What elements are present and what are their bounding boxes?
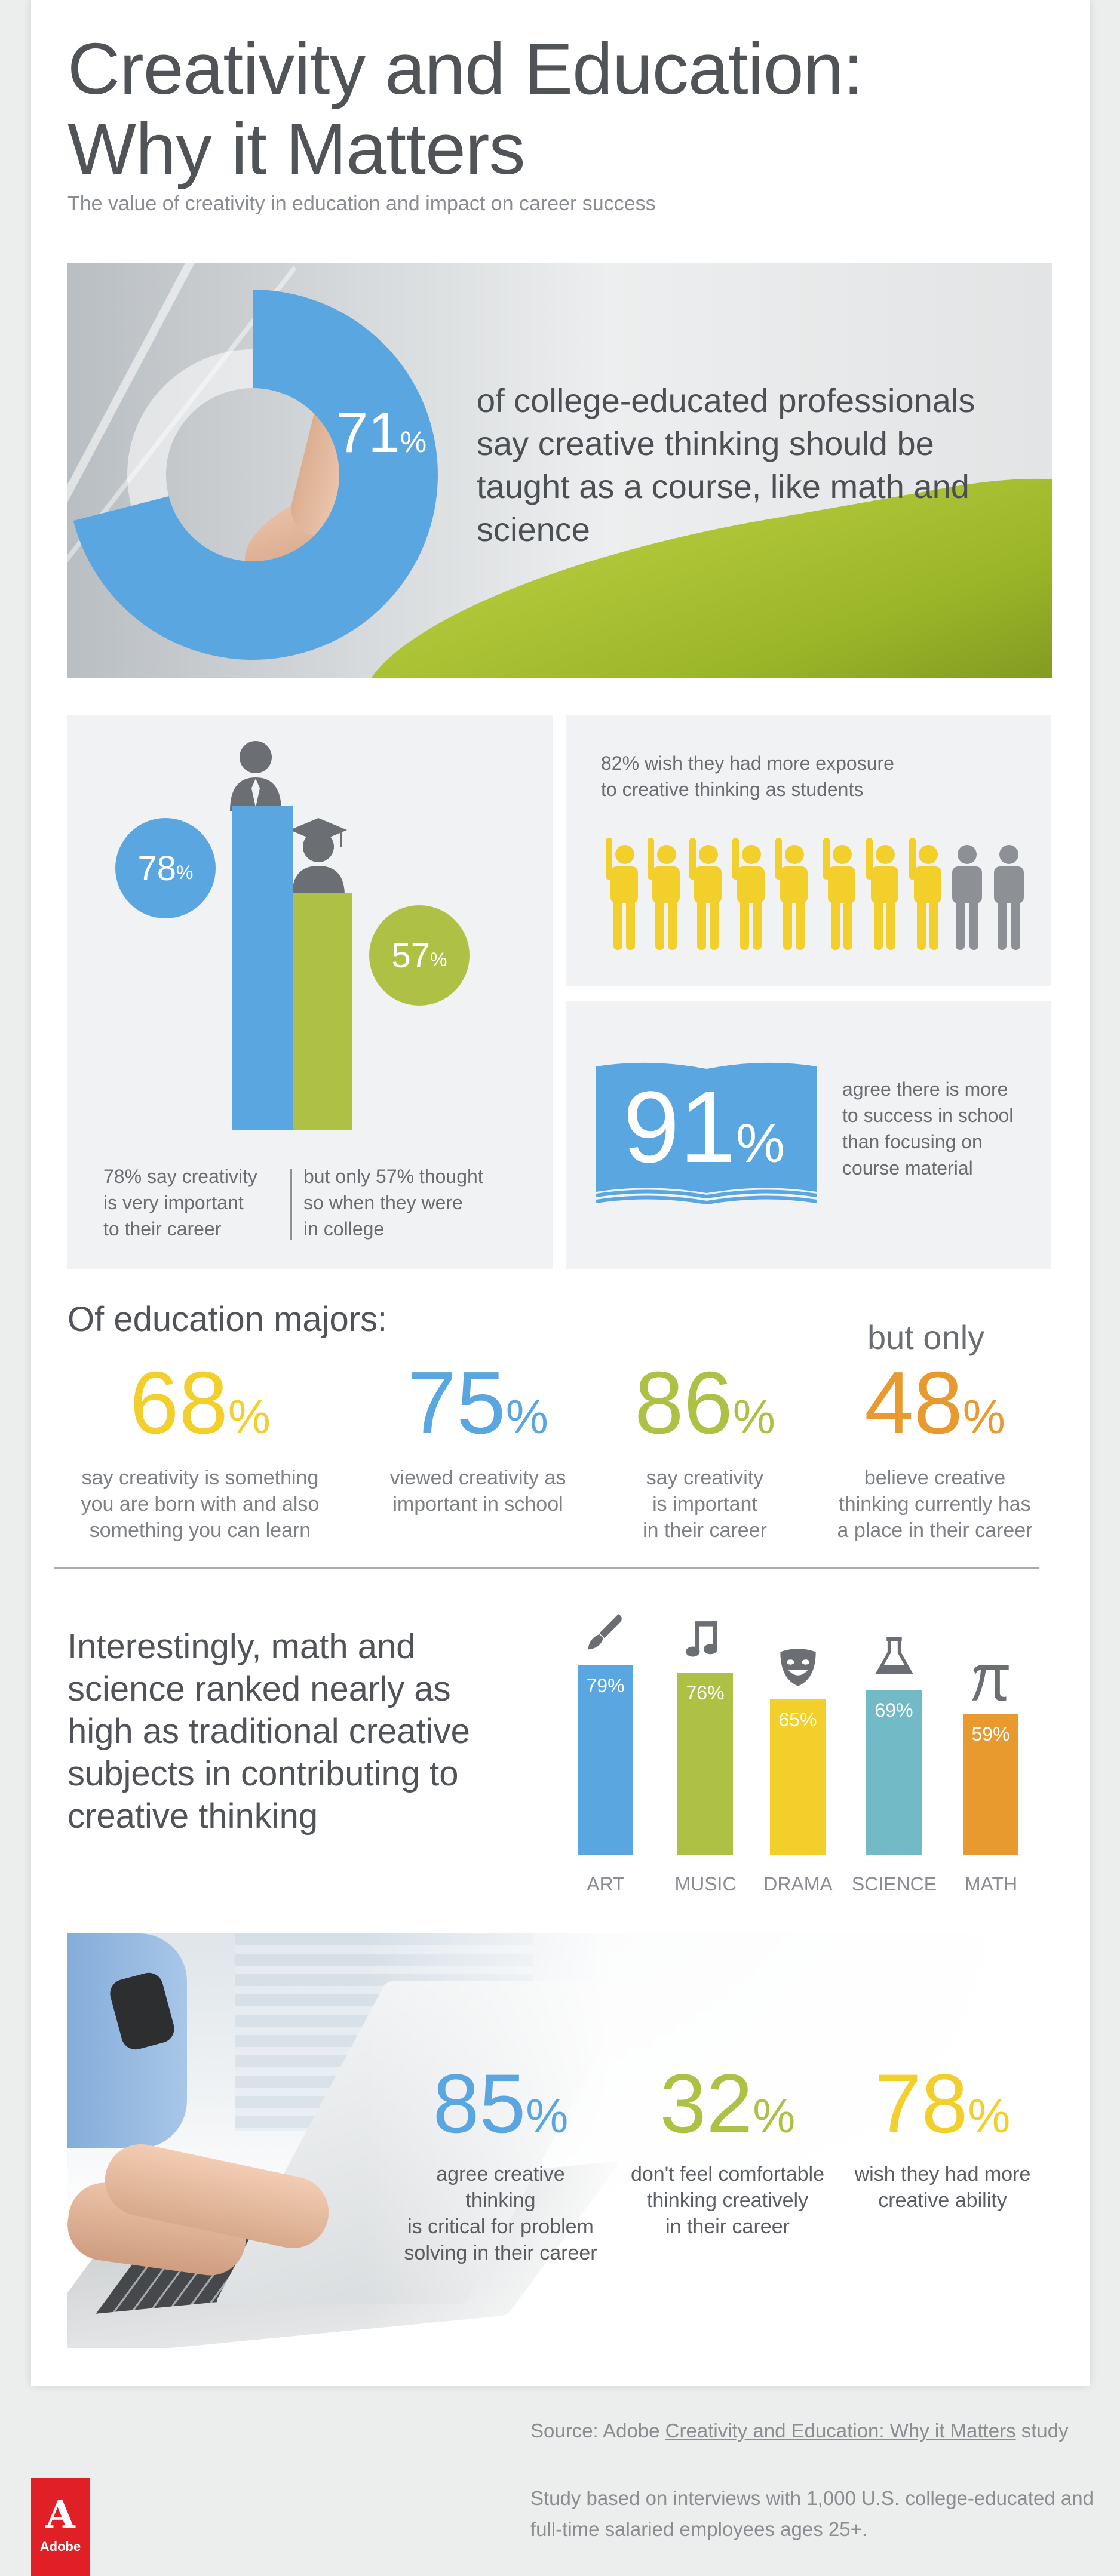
majors-title: Of education majors: [67, 1300, 388, 1339]
stat-number: 68% [130, 1354, 271, 1452]
majors-stat-75: 75% viewed creativity as important in sc… [352, 1355, 603, 1517]
student-raised-hand-icon [689, 838, 722, 950]
career-caption: 78% say creativity is very important to … [103, 1166, 257, 1240]
page-subtitle: The value of creativity in education and… [67, 192, 656, 215]
student-raised-hand-icon [823, 838, 855, 950]
bottom-stat-85: 85% agree creative thinking is critical … [402, 2059, 599, 2266]
exposure-caption: 82% wish they had more exposure to creat… [601, 752, 894, 800]
hero-text: of college-educated professionals say cr… [477, 382, 975, 548]
majors-stat-48: 48% believe creative thinking currently … [818, 1355, 1051, 1544]
student-icon [952, 845, 982, 950]
stat-number: 32% [659, 2057, 796, 2150]
stat-number: 86% [634, 1354, 775, 1452]
hero-image: 71% of college-educated professionals sa… [67, 263, 1052, 678]
study-note: Study based on interviews with 1,000 U.S… [530, 2487, 1094, 2540]
section-divider [54, 1567, 1039, 1569]
adobe-logo-mark: A [45, 2492, 75, 2537]
laptop-photo: 85% agree creative thinking is critical … [67, 1933, 1052, 2348]
but-only-label: but only [867, 1318, 985, 1356]
adobe-logo-text: Adobe [39, 2539, 81, 2554]
exposure-panel: 82% wish they had more exposure to creat… [566, 715, 1051, 986]
stat-caption: viewed creativity as important in school [389, 1467, 566, 1516]
success-percent: 91% [623, 1071, 785, 1184]
donut-value-71 [73, 290, 438, 660]
student-raised-hand-icon [648, 838, 680, 950]
college-bubble: 57% [369, 905, 470, 1006]
stat-caption: don't feel comfortable thinking creative… [630, 2163, 824, 2238]
subjects-text: Interestingly, math and science ranked n… [67, 1627, 470, 1836]
adobe-logo[interactable]: A Adobe [31, 2478, 90, 2576]
stat-number: 48% [864, 1354, 1005, 1452]
book-icon [596, 1062, 817, 1205]
student-raised-hand-icon [866, 838, 898, 950]
student-raised-hand-icon [909, 838, 941, 950]
success-caption: agree there is more to success in school… [842, 1078, 1014, 1179]
student-raised-hand-icon [732, 838, 765, 950]
professional-person-icon [230, 741, 281, 811]
source-link[interactable]: Creativity and Education: Why it Matters [665, 2420, 1016, 2442]
student-raised-hand-icon [775, 838, 808, 950]
college-bar [293, 893, 352, 1130]
graduate-person-icon [290, 818, 347, 896]
career-vs-college-panel: 78% 57% 78% say creativity is very impor… [67, 715, 553, 1269]
stat-number: 78% [874, 2057, 1011, 2150]
title-line-2: Why it Matters [67, 108, 526, 189]
stat-number: 75% [407, 1354, 548, 1452]
donut-chart [73, 290, 438, 660]
stat-caption: say creativity is important in their car… [643, 1467, 767, 1542]
page-title: Creativity and Education: Why it Matters [67, 29, 904, 189]
stat-caption: agree creative thinking is critical for … [404, 2163, 597, 2264]
stat-number: 85% [432, 2057, 569, 2150]
stat-caption: believe creative thinking currently has … [837, 1467, 1033, 1542]
title-line-1: Creativity and Education: [67, 28, 863, 109]
bottom-stat-78: 78% wish they had more creative ability [850, 2059, 1035, 2214]
donut-remainder [127, 349, 253, 506]
majors-stat-86: 86% say creativity is important in their… [597, 1355, 812, 1544]
photo-fade [67, 1933, 1052, 2348]
college-caption: but only 57% thought so when they were i… [303, 1166, 483, 1240]
hero-percent: 71% [336, 401, 427, 465]
caption-divider [290, 1169, 292, 1240]
success-panel: 91% agree there is more to success in sc… [566, 1001, 1051, 1269]
student-raised-hand-icon [606, 838, 638, 950]
student-icon [994, 845, 1024, 950]
majors-stat-68: 68% say creativity is something you are … [72, 1355, 329, 1544]
stat-caption: say creativity is something you are born… [81, 1467, 320, 1542]
source-line: Source: Adobe Creativity and Education: … [530, 2420, 1069, 2442]
career-bubble: 78% [115, 818, 216, 918]
bottom-stat-32: 32% don't feel comfortable thinking crea… [629, 2059, 826, 2240]
career-bar [232, 805, 293, 1130]
stat-caption: wish they had more creative ability [854, 2163, 1031, 2212]
